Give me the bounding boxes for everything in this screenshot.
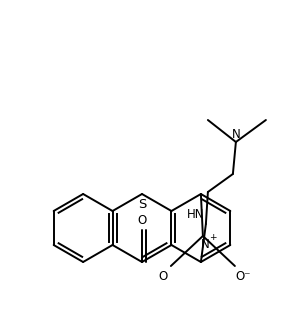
Text: O: O [137, 213, 147, 227]
Text: S: S [138, 197, 146, 211]
Text: +: + [209, 233, 217, 242]
Text: N: N [231, 128, 240, 140]
Text: HN: HN [187, 207, 205, 221]
Text: N: N [201, 237, 209, 251]
Text: O: O [158, 270, 168, 282]
Text: O⁻: O⁻ [235, 270, 251, 282]
